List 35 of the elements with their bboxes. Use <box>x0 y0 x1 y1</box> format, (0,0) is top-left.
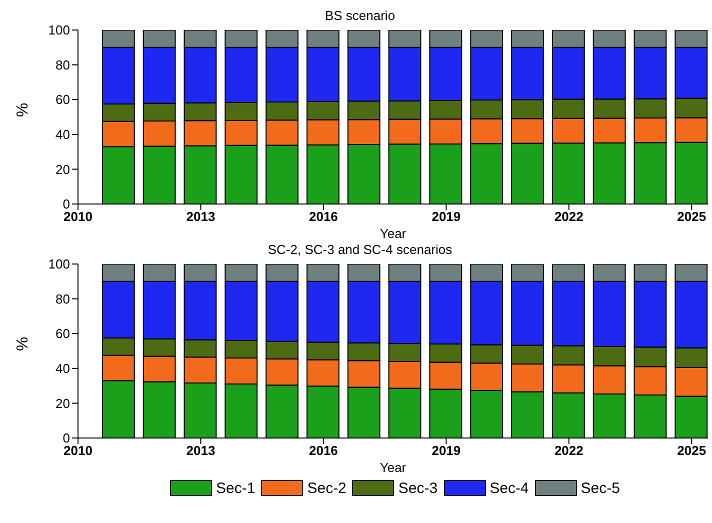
legend-label: Sec-2 <box>307 480 346 496</box>
x-tick-label: 2013 <box>186 443 216 458</box>
x-tick-label: 2025 <box>677 209 706 224</box>
legend-label: Sec-4 <box>490 480 529 496</box>
x-tick-label: 2025 <box>677 443 706 458</box>
y-tick-label: 60 <box>56 326 70 342</box>
x-tick-label: 2010 <box>64 443 92 458</box>
y-tick-label: 80 <box>56 57 70 72</box>
y-tick-label: 0 <box>62 430 70 446</box>
legend-label: Sec-1 <box>216 480 256 496</box>
x-tick-label: 2019 <box>432 443 461 458</box>
y-tick-label: 40 <box>56 127 70 142</box>
x-tick-label: 2010 <box>64 209 92 224</box>
y-tick-label: 20 <box>56 396 70 411</box>
legend-label: Sec-3 <box>398 480 438 496</box>
x-tick-label: 2016 <box>308 209 338 224</box>
x-axis-title: Year <box>380 226 407 241</box>
y-tick-label: 100 <box>48 256 70 272</box>
y-tick-label: 60 <box>56 92 70 108</box>
x-tick-label: 2022 <box>554 209 584 224</box>
chart-title: BS scenario <box>324 8 396 24</box>
y-tick-label: 0 <box>62 196 70 212</box>
y-axis-title: % <box>14 102 32 117</box>
chart-title: SC-2, SC-3 and SC-4 scenarios <box>266 242 454 258</box>
x-tick-label: 2013 <box>186 209 216 224</box>
x-tick-label: 2016 <box>308 443 338 458</box>
y-tick-label: 20 <box>56 162 70 177</box>
x-tick-label: 2019 <box>432 209 461 224</box>
legend-label: Sec-5 <box>580 480 620 496</box>
x-axis-title: Year <box>380 460 407 475</box>
y-tick-label: 40 <box>56 361 70 376</box>
y-axis-title: % <box>14 336 32 351</box>
y-tick-label: 100 <box>48 22 70 38</box>
y-tick-label: 80 <box>56 291 70 306</box>
x-tick-label: 2022 <box>554 443 584 458</box>
